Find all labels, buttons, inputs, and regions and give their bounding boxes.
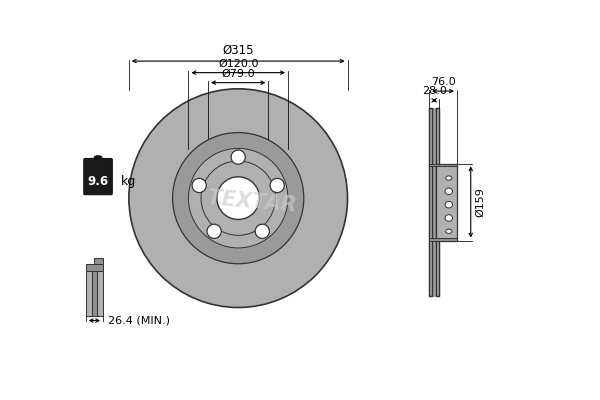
- Text: 9.6: 9.6: [88, 176, 109, 188]
- Text: TEXTAR: TEXTAR: [206, 188, 298, 216]
- Circle shape: [255, 224, 269, 238]
- Circle shape: [207, 224, 221, 238]
- Text: Ø120.0: Ø120.0: [218, 58, 259, 68]
- Bar: [429, 164, 457, 166]
- Bar: [86, 264, 103, 271]
- Bar: [436, 108, 439, 296]
- Text: Ø159: Ø159: [475, 187, 485, 217]
- Bar: [436, 164, 457, 240]
- Ellipse shape: [445, 188, 452, 195]
- Bar: [92, 271, 97, 316]
- Ellipse shape: [94, 156, 102, 159]
- Text: 28.0: 28.0: [422, 86, 446, 96]
- Text: kg: kg: [121, 176, 136, 188]
- Bar: [436, 108, 439, 296]
- Text: Ø79.0: Ø79.0: [221, 68, 255, 78]
- Bar: [94, 157, 102, 160]
- Circle shape: [231, 150, 245, 164]
- Bar: [429, 108, 432, 296]
- FancyBboxPatch shape: [84, 158, 112, 195]
- Bar: [86, 271, 92, 316]
- Bar: [432, 108, 436, 296]
- Circle shape: [192, 178, 206, 192]
- Circle shape: [188, 148, 288, 248]
- Ellipse shape: [446, 176, 452, 180]
- Text: 26.4 (MIN.): 26.4 (MIN.): [107, 316, 170, 326]
- Text: Ø315: Ø315: [223, 44, 254, 56]
- Bar: [429, 108, 432, 296]
- Circle shape: [129, 89, 347, 308]
- Ellipse shape: [445, 215, 452, 221]
- Circle shape: [270, 178, 284, 192]
- Ellipse shape: [446, 229, 452, 234]
- Bar: [429, 238, 457, 240]
- Circle shape: [173, 132, 304, 264]
- Bar: [94, 258, 103, 264]
- Circle shape: [217, 177, 260, 220]
- Ellipse shape: [445, 201, 452, 208]
- Bar: [97, 271, 103, 316]
- Text: 76.0: 76.0: [431, 77, 455, 87]
